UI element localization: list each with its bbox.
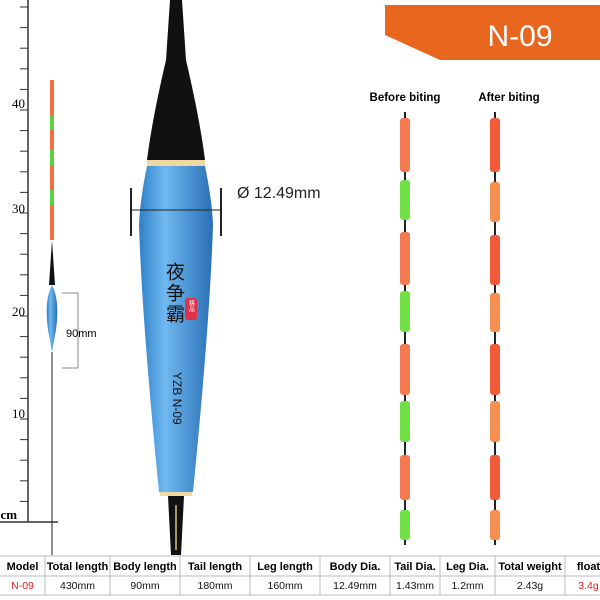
badge-text: N-09 bbox=[487, 20, 552, 53]
seal-text: 精品 bbox=[187, 299, 194, 313]
tip-segment bbox=[490, 455, 500, 500]
table-header: Body length bbox=[113, 561, 177, 573]
table-cell: 1.43mm bbox=[396, 580, 434, 592]
badge-shape bbox=[385, 5, 600, 60]
tip-segment bbox=[400, 180, 410, 220]
tip-segment bbox=[400, 291, 410, 332]
table-cell: 12.49mm bbox=[333, 580, 377, 592]
table-cell: 160mm bbox=[267, 580, 302, 592]
model-text: YZB N-09 bbox=[170, 372, 184, 425]
tip-segment bbox=[400, 344, 410, 395]
table-header: Model bbox=[7, 561, 39, 573]
ruler-label: 10 bbox=[12, 406, 25, 421]
tip-segment bbox=[490, 293, 500, 332]
spec-table: Model N-09 Total length 430mm Body length 90m… bbox=[7, 556, 600, 595]
table-cell: 1.2mm bbox=[451, 580, 483, 592]
table-cell: 2.43g bbox=[517, 580, 543, 592]
table-cell: 430mm bbox=[60, 580, 95, 592]
tip-segment bbox=[490, 401, 500, 442]
before-tip bbox=[400, 112, 410, 545]
column-title: Before biting bbox=[370, 92, 441, 104]
tip-segment bbox=[400, 510, 410, 540]
table-header: Tail length bbox=[188, 561, 242, 573]
tip-segment bbox=[400, 401, 410, 442]
ruler-label: 40 bbox=[12, 96, 25, 111]
tip-segment bbox=[400, 118, 410, 172]
small-float bbox=[46, 80, 79, 555]
table-header: Tail Dia. bbox=[394, 561, 435, 573]
table-cell: 90mm bbox=[130, 580, 159, 592]
table-cell: N-09 bbox=[11, 580, 34, 592]
tip-segment bbox=[400, 455, 410, 500]
seal bbox=[185, 298, 197, 320]
table-cell: 3.4g bbox=[578, 580, 599, 592]
table-header: Body Dia. bbox=[330, 561, 381, 573]
tip-segment bbox=[400, 232, 410, 285]
ruler-ticks bbox=[20, 6, 28, 523]
table-cell: 180mm bbox=[197, 580, 232, 592]
brand-text: 夜争霸 bbox=[163, 262, 185, 325]
table-header: float bbox=[577, 561, 600, 573]
ruler-label: 30 bbox=[12, 201, 25, 216]
tip-segment bbox=[490, 118, 500, 172]
after-tip bbox=[490, 112, 500, 545]
ruler-label: 0cm bbox=[0, 507, 17, 522]
column-title: After biting bbox=[478, 92, 539, 104]
table-header: Total length bbox=[47, 561, 109, 573]
large-float bbox=[139, 0, 213, 555]
tip-segment bbox=[490, 510, 500, 540]
diameter-label: Ø 12.49mm bbox=[237, 185, 321, 202]
ruler-label: 20 bbox=[12, 304, 25, 319]
length-label: 90mm bbox=[66, 328, 97, 340]
table-header: Leg length bbox=[257, 561, 313, 573]
tip-segment bbox=[490, 182, 500, 222]
table-header: Total weight bbox=[498, 561, 562, 573]
tip-segment bbox=[490, 235, 500, 285]
table-header: Leg Dia. bbox=[446, 561, 489, 573]
tip-segment bbox=[490, 344, 500, 395]
